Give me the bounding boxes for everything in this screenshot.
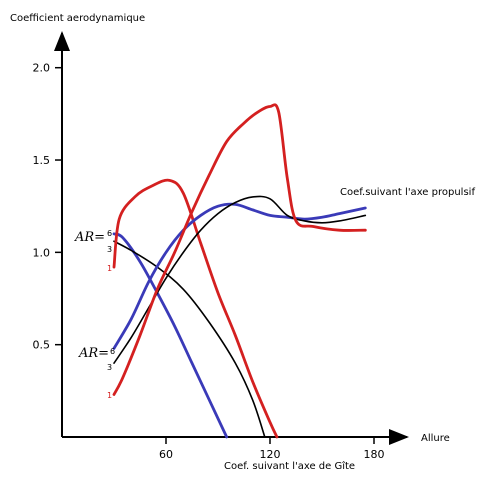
- y-tick-label: 1.0: [33, 246, 51, 259]
- x-tick-label: 180: [364, 448, 385, 461]
- y-axis-ticks: 2.0 1.5 1.0 0.5: [33, 62, 62, 352]
- ar-1-label-heel: 1: [107, 264, 112, 273]
- series-line-propulsif-ar6: [112, 202, 367, 350]
- x-axis-title: Allure: [421, 433, 450, 444]
- series-line-propulsif-ar1: [112, 103, 367, 396]
- ar-6-label-propulsive: 6: [110, 347, 115, 356]
- ar-prefix-propulsive: AR=: [78, 346, 109, 361]
- x-axis-ticks: 60 120 180: [159, 437, 385, 461]
- y-tick-label: 1.5: [33, 154, 51, 167]
- ar-1-label-propulsive: 1: [107, 391, 112, 400]
- y-tick-label: 0.5: [33, 339, 51, 352]
- propulsive-axis-label: Coef.suivant l'axe propulsif: [340, 187, 475, 198]
- series-line-gite-ar6: [112, 232, 229, 439]
- ar-3-label-heel: 3: [107, 245, 112, 254]
- series-line-gite-ar1: [112, 178, 279, 439]
- series-line-gite-ar3: [113, 240, 266, 438]
- y-axis-title: Coefficient aerodynamique: [10, 13, 145, 24]
- ar-3-label-propulsive: 3: [107, 363, 112, 372]
- ar-prefix-heel: AR=: [74, 230, 105, 245]
- ar-legend-heel: AR= 6 3 1: [74, 229, 112, 273]
- x-tick-label: 120: [260, 448, 281, 461]
- y-tick-label: 2.0: [33, 62, 51, 75]
- ar-6-label-heel: 6: [107, 229, 112, 238]
- series-layer: [112, 103, 367, 439]
- heel-axis-label: Coef. suivant l'axe de Gîte: [224, 460, 355, 472]
- x-tick-label: 60: [159, 448, 173, 461]
- ar-legend-propulsive: AR= 6 3 1: [78, 346, 115, 400]
